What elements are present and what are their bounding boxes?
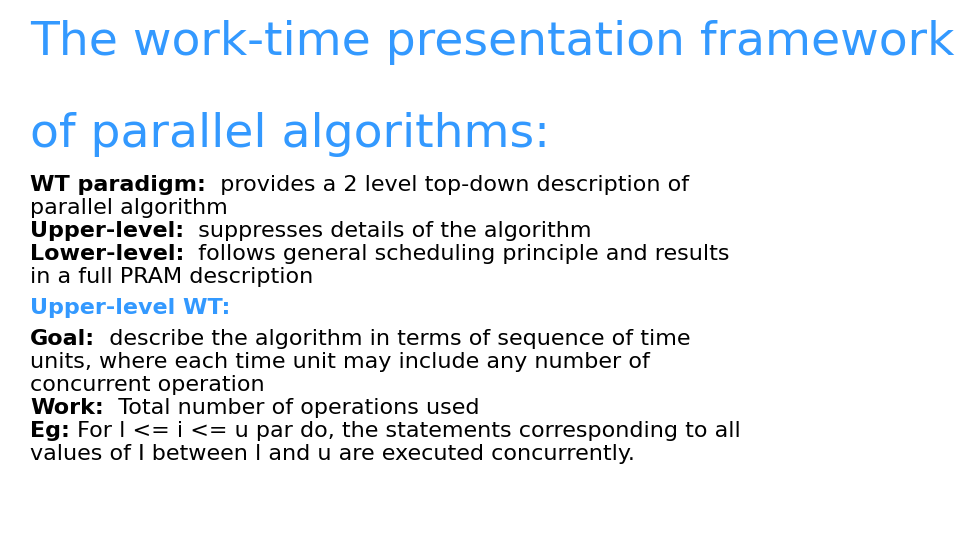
- Text: Lower-level:: Lower-level:: [30, 244, 184, 264]
- Text: WT paradigm:: WT paradigm:: [30, 176, 205, 195]
- Text: concurrent operation: concurrent operation: [30, 375, 265, 395]
- Text: of parallel algorithms:: of parallel algorithms:: [30, 112, 550, 157]
- Text: Upper-level WT:: Upper-level WT:: [30, 298, 230, 318]
- Text: describe the algorithm in terms of sequence of time: describe the algorithm in terms of seque…: [95, 329, 690, 349]
- Text: For l <= i <= u par do, the statements corresponding to all: For l <= i <= u par do, the statements c…: [70, 421, 740, 441]
- Text: Goal:: Goal:: [30, 329, 95, 349]
- Text: Total number of operations used: Total number of operations used: [104, 399, 479, 418]
- Text: Upper-level:: Upper-level:: [30, 221, 184, 241]
- Text: follows general scheduling principle and results: follows general scheduling principle and…: [184, 244, 730, 264]
- Text: provides a 2 level top-down description of: provides a 2 level top-down description …: [205, 176, 689, 195]
- Text: Work:: Work:: [30, 399, 104, 418]
- Text: units, where each time unit may include any number of: units, where each time unit may include …: [30, 353, 650, 373]
- Text: Eg:: Eg:: [30, 421, 70, 441]
- Text: suppresses details of the algorithm: suppresses details of the algorithm: [184, 221, 591, 241]
- Text: in a full PRAM description: in a full PRAM description: [30, 267, 313, 287]
- Text: values of I between l and u are executed concurrently.: values of I between l and u are executed…: [30, 444, 635, 464]
- Text: The work-time presentation framework: The work-time presentation framework: [30, 20, 954, 65]
- Text: parallel algorithm: parallel algorithm: [30, 198, 228, 218]
